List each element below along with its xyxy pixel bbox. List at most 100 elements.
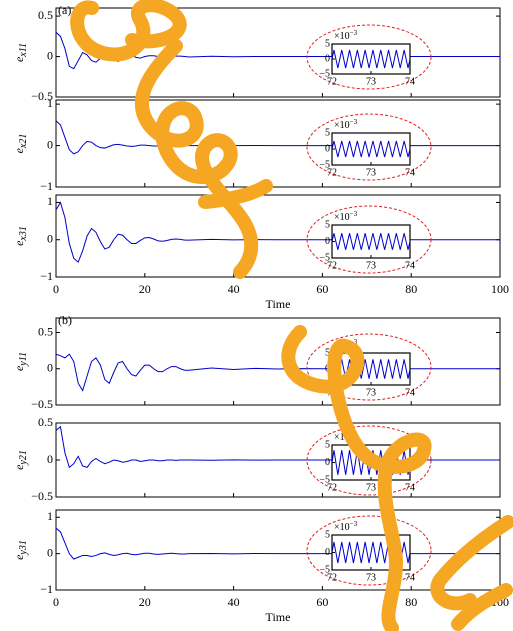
inset-x-tick-label: 74: [405, 387, 415, 398]
y-axis-label-sub: x31: [18, 226, 29, 241]
inset-y-tick-label: −5: [319, 159, 330, 170]
y-axis-label-sub: y21: [18, 450, 29, 465]
y-tick-label: −1: [40, 269, 53, 283]
inset-scale-label: ×10−3: [334, 210, 358, 224]
y-axis-label: ey31: [12, 540, 30, 560]
y-axis-label: ey21: [12, 450, 30, 470]
y-axis-label-sub: x11: [18, 43, 29, 58]
y-axis-label: ex11: [12, 43, 30, 62]
inset-scale-label: ×10−3: [334, 118, 358, 132]
inset-scale-base: ×10: [334, 212, 350, 223]
inset-y-tick-label: 5: [325, 529, 330, 540]
scribbles: [70, 0, 513, 631]
y-axis-label-sub: y11: [18, 352, 29, 367]
y-axis-label-main: e: [12, 554, 26, 560]
y-axis-label-main: e: [12, 56, 26, 62]
y-tick-label: 0.5: [38, 324, 53, 338]
axes-frame: [55, 7, 501, 98]
y-axis-label: ex21: [12, 134, 30, 154]
inset-x-tick-label: 73: [366, 482, 376, 493]
inset-scale-base: ×10: [334, 432, 350, 443]
inset-x-tick-label: 73: [366, 167, 376, 178]
y-axis-label-sub: y31: [18, 540, 29, 555]
highlight-ellipse: [306, 113, 432, 181]
y-axis-label-main: e: [12, 464, 26, 470]
inset-x-tick-label: 72: [327, 482, 337, 493]
inset-y-tick-label: 5: [325, 127, 330, 138]
inset-line: [331, 49, 411, 69]
scribble: [70, 0, 187, 62]
data-line: [55, 425, 500, 469]
highlight-ellipse: [306, 425, 432, 496]
y-tick-label: −0.5: [31, 397, 53, 411]
data-line: [55, 353, 500, 392]
inset-y-tick-label: 5: [325, 38, 330, 49]
x-tick-label: 60: [316, 595, 328, 609]
y-tick-label: −1: [40, 582, 53, 596]
x-tick-label: 0: [53, 595, 59, 609]
highlight-ellipse: [306, 205, 432, 274]
panel-label: (a): [58, 3, 71, 17]
inset-y-tick-label: 0: [325, 457, 330, 468]
scribble: [451, 583, 513, 631]
x-tick-label: 60: [316, 282, 328, 296]
x-tick-label: 40: [228, 282, 240, 296]
inset-y-tick-label: 5: [325, 439, 330, 450]
highlight-ellipse: [306, 515, 432, 586]
scribble: [134, 39, 259, 279]
inset-x-tick-label: 74: [405, 572, 415, 583]
inset-scale-base: ×10: [334, 31, 350, 42]
scribble: [430, 515, 513, 611]
inset-scale-exponent: −3: [350, 118, 358, 126]
inset-scale-base: ×10: [334, 120, 350, 131]
x-axis-label: Time: [266, 297, 291, 311]
inset-x-tick-label: 72: [327, 76, 337, 87]
y-tick-label: −1: [40, 179, 53, 193]
y-axis-label-main: e: [12, 240, 26, 246]
inset-x-tick-label: 74: [405, 260, 415, 271]
y-tick-label: 0.5: [38, 415, 53, 429]
x-tick-label: 80: [405, 595, 417, 609]
inset-scale-label: ×10−3: [334, 520, 358, 534]
y-axis-label: ex31: [12, 226, 30, 246]
inset-x-tick-label: 72: [327, 167, 337, 178]
axes-frame: [55, 509, 501, 591]
x-tick-label: 0: [53, 282, 59, 296]
y-tick-label: 0.5: [38, 8, 53, 22]
y-tick-label: −0.5: [31, 489, 53, 503]
inset-scale-exponent: −3: [350, 210, 358, 218]
y-tick-label: 0: [47, 545, 53, 559]
highlight-ellipse: [306, 24, 432, 90]
y-tick-label: 0: [47, 48, 53, 62]
axes-frame: [55, 99, 501, 188]
data-line: [55, 120, 500, 155]
inset-scale-exponent: −3: [350, 338, 358, 346]
inset-x-tick-label: 73: [366, 572, 376, 583]
y-tick-label: 1: [47, 194, 53, 208]
inset-x-tick-label: 72: [327, 260, 337, 271]
axes-frame: [55, 194, 501, 278]
y-tick-label: 0: [47, 231, 53, 245]
x-tick-label: 20: [139, 282, 151, 296]
x-tick-label: 40: [228, 595, 240, 609]
highlight-ellipse: [306, 333, 432, 401]
x-axis-label: Time: [266, 610, 291, 624]
scribble: [198, 179, 273, 209]
inset-x-tick-label: 74: [405, 167, 415, 178]
inset-y-tick-label: 5: [325, 219, 330, 230]
inset-y-tick-label: 0: [325, 547, 330, 558]
inset-scale-base: ×10: [334, 522, 350, 533]
inset-x-tick-label: 73: [366, 260, 376, 271]
inset-line: [331, 233, 411, 250]
inset-y-tick-label: −5: [319, 564, 330, 575]
y-axis-label-main: e: [12, 365, 26, 371]
y-tick-label: 1: [47, 509, 53, 523]
inset-x-tick-label: 73: [366, 76, 376, 87]
y-tick-label: −0.5: [31, 89, 53, 103]
y-tick-label: 1: [47, 96, 53, 110]
y-tick-label: 0: [47, 452, 53, 466]
y-tick-label: 0: [47, 361, 53, 375]
data-line: [55, 201, 500, 263]
